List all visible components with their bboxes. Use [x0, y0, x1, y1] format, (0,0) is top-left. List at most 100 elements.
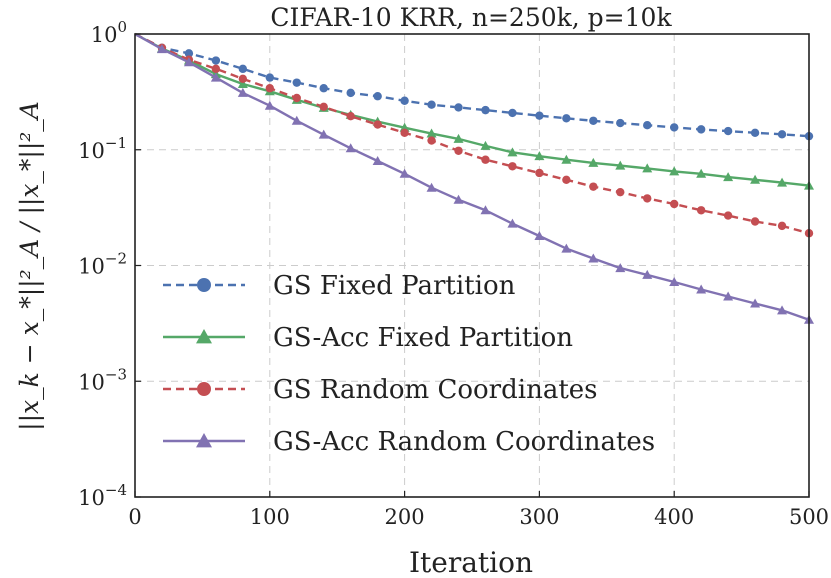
data-point: [696, 284, 707, 294]
series-line: [134, 32, 810, 138]
data-point: [480, 140, 491, 150]
data-point: [454, 103, 463, 112]
data-point: [319, 102, 328, 111]
data-point: [561, 243, 572, 253]
data-point: [535, 168, 544, 178]
data-point: [669, 277, 680, 287]
data-point: [723, 291, 734, 301]
x-tick-label: 500: [789, 505, 829, 529]
y-tick-label: 10−2: [78, 250, 127, 279]
data-point: [238, 64, 248, 74]
x-tick-label: 400: [654, 505, 694, 529]
data-point: [292, 78, 301, 87]
data-point: [777, 221, 787, 231]
data-point: [264, 100, 275, 110]
data-point: [238, 74, 248, 84]
data-point: [750, 128, 760, 138]
data-point: [588, 253, 599, 263]
data-point: [237, 78, 248, 88]
legend-entry: GS Fixed Partition: [163, 271, 516, 301]
data-point: [508, 108, 517, 118]
legend-entry: GS-Acc Fixed Partition: [163, 323, 573, 353]
data-point: [588, 157, 599, 167]
data-point: [589, 116, 598, 125]
data-point: [615, 263, 626, 273]
legend-label: GS Fixed Partition: [273, 271, 516, 301]
ticks: 0 100 200 300 400 500 100 10−1 10−2 10−3 10−4: [78, 18, 829, 529]
y-tick-label: 10−4: [78, 481, 127, 510]
x-axis-label: Iteration: [409, 546, 533, 578]
data-point: [237, 87, 248, 97]
data-point: [507, 218, 518, 228]
y-axis-label: ||x_k − x_*||²_A / ||x_*||²_A: [15, 101, 45, 431]
data-point: [426, 182, 437, 192]
data-point: [211, 64, 221, 74]
series-gs-acc-fixed-partition: [134, 32, 814, 190]
data-point: [642, 269, 653, 279]
data-point: [454, 146, 463, 155]
data-point: [777, 177, 788, 187]
data-point: [750, 174, 761, 184]
data-point: [426, 128, 437, 138]
data-point: [480, 205, 491, 215]
chart-title: CIFAR-10 KRR, n=250k, p=10k: [270, 3, 672, 32]
data-point: [156, 44, 167, 54]
data-point: [723, 126, 733, 136]
data-point: [453, 194, 464, 204]
y-tick-label: 100: [91, 18, 127, 47]
data-point: [589, 182, 598, 191]
data-point: [670, 123, 679, 132]
data-point: [346, 88, 355, 98]
data-point: [318, 129, 329, 139]
data-point: [696, 206, 706, 215]
legend-label: GS Random Coordinates: [273, 375, 598, 405]
data-point: [427, 100, 436, 109]
data-point: [265, 73, 274, 82]
data-point: [696, 168, 707, 178]
data-point: [561, 154, 572, 164]
legend-marker: [197, 278, 211, 292]
y-tick-label: 10−1: [78, 134, 127, 163]
data-point: [723, 172, 734, 182]
legend-label: GS-Acc Random Coordinates: [273, 427, 655, 457]
data-point: [481, 105, 490, 115]
x-tick-label: 300: [519, 505, 559, 529]
series-layer: [134, 32, 814, 324]
series-line: [134, 32, 810, 187]
data-point: [319, 84, 328, 93]
data-point: [265, 84, 274, 93]
data-point: [670, 199, 679, 209]
data-point: [373, 120, 382, 129]
data-point: [292, 93, 301, 103]
data-point: [696, 125, 706, 134]
series-line: [134, 32, 810, 235]
legend-label: GS-Acc Fixed Partition: [273, 323, 573, 353]
data-point: [507, 147, 518, 157]
data-point: [372, 155, 383, 165]
data-point: [183, 57, 194, 67]
legend-marker: [196, 433, 212, 448]
data-point: [562, 114, 571, 123]
data-point: [615, 160, 626, 170]
legend-entry: GS-Acc Random Coordinates: [163, 427, 655, 457]
data-point: [616, 187, 625, 197]
series-line: [134, 32, 810, 321]
data-point: [210, 72, 221, 82]
series-gs-fixed-partition: [134, 32, 814, 141]
y-axis-label-text: ||x_k − x_*||²_A / ||x_*||²_A: [15, 101, 45, 431]
y-tick-label: 10−3: [78, 365, 127, 394]
legend-marker: [196, 329, 212, 344]
data-point: [643, 120, 652, 130]
data-point: [723, 211, 733, 220]
data-point: [400, 128, 409, 138]
data-point: [750, 298, 761, 308]
data-point: [211, 56, 221, 65]
data-point: [291, 115, 302, 125]
legend: GS Fixed Partition GS-Acc Fixed Partition…: [163, 271, 655, 457]
x-tick-label: 100: [250, 505, 290, 529]
data-point: [481, 155, 490, 164]
data-point: [562, 175, 571, 185]
data-point: [508, 162, 517, 171]
x-tick-label: 200: [385, 505, 425, 529]
